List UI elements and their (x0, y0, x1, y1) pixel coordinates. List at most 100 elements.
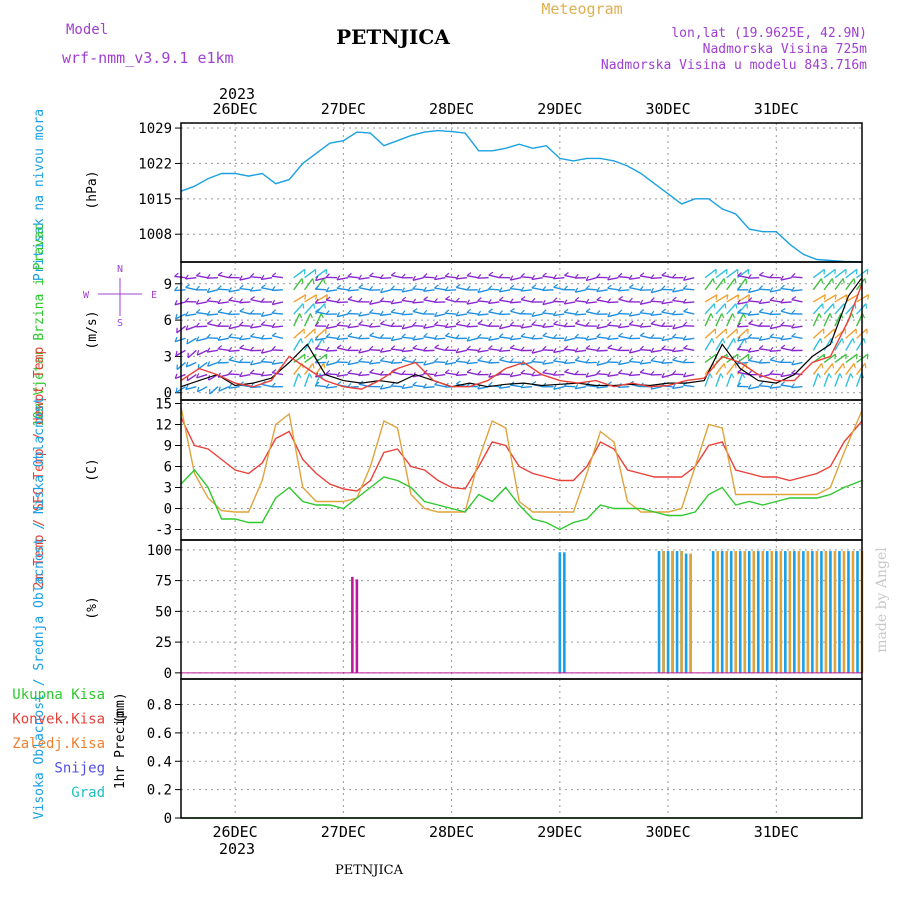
precip-panel: Ukupna Kisa Konvek.Kisa Zaledj.Kisa Snijeg G… (12, 678, 863, 827)
wind-barb (196, 349, 208, 356)
wind-barb-flag (196, 373, 200, 379)
wind-barb (477, 289, 489, 294)
wind-barb (261, 373, 273, 377)
wind-barb-flag (368, 359, 373, 365)
wind-barb (607, 324, 619, 327)
wind-barb-flag (412, 358, 417, 363)
wind-barb (661, 348, 673, 352)
wind-barb-flag (314, 298, 319, 304)
coords-text: lon,lat (19.9625E, 42.9N) (671, 26, 867, 41)
wind-barb-flag (769, 296, 775, 301)
wind-barb-flag (314, 344, 320, 350)
wind-barb-flag (488, 345, 493, 350)
wind-barb-flag (780, 344, 786, 349)
wind-barb-flag (748, 320, 753, 325)
wind-barb (499, 349, 511, 353)
wind-barb (390, 348, 403, 352)
top-day-label: 29DEC (537, 100, 582, 118)
dewpt-line (180, 468, 863, 531)
wind-barb-flag (509, 335, 514, 340)
wind-barb-flag (618, 296, 624, 300)
wind-barb (639, 312, 652, 315)
wind-barb-flag (574, 384, 579, 389)
wind-barb-flag (174, 336, 178, 342)
mid_cloud-bar (680, 551, 683, 673)
wind-barb-flag (682, 298, 687, 304)
wind-barb-flag (628, 320, 634, 325)
wind-barb (769, 373, 781, 376)
wind-barb-flag (585, 358, 590, 364)
wind-barb (196, 337, 208, 342)
wind-barb-flag (487, 322, 493, 327)
wind-barb-flag (672, 383, 676, 389)
bottom-day-label: 27DEC (321, 823, 366, 841)
wind-barb-flag (650, 310, 655, 316)
footer-station: PETNJICA (335, 863, 404, 878)
wind-barb-flag (369, 332, 375, 337)
wind-barb-flag (315, 275, 319, 281)
mid_cloud-bar (689, 553, 692, 673)
high_cloud-bar (684, 553, 688, 673)
wind-barb-flag (672, 333, 677, 338)
wind-barb (607, 337, 619, 341)
wind-barb-flag (260, 274, 265, 280)
wind-barb-flag (239, 358, 244, 363)
mid_cloud-bar (761, 551, 765, 673)
wind-barb-flag (585, 372, 590, 378)
wind-barb (466, 325, 478, 328)
wind-barb-flag (433, 298, 438, 303)
y-tick-label: 12 (155, 418, 172, 434)
wind-barb-flag (498, 273, 504, 278)
wind-barb-flag (455, 357, 461, 362)
wind-barb (845, 338, 854, 351)
wind-barb-flag (618, 332, 623, 337)
wind-barb (455, 277, 468, 280)
wind-barb-flag (477, 287, 481, 293)
wind-barb (174, 275, 186, 279)
pressure-unit: (hPa) (85, 170, 100, 209)
wind-barb-flag (531, 284, 537, 289)
wind-barb (293, 338, 302, 351)
wind-barb (531, 337, 543, 340)
wind-barb (531, 313, 543, 317)
wind-barb (185, 313, 197, 317)
wind-barb (466, 371, 478, 376)
high_cloud-bar (811, 551, 814, 673)
pressure-panel: Pritisak na nivou mora (hPa) 1008 1015 102… (32, 109, 863, 281)
wind-barb-flag (477, 347, 481, 353)
wind-barb-flag (477, 297, 482, 302)
wind-barb-flag (323, 363, 326, 369)
high_cloud-bar (775, 551, 778, 673)
wind-barb (650, 349, 662, 353)
wind-barb-flag (434, 311, 438, 317)
wind-barb-flag (312, 363, 315, 369)
wind-barb (726, 362, 736, 376)
wind-barb (315, 277, 327, 282)
wind-barb (715, 362, 725, 376)
wind-barb-flag (520, 383, 525, 388)
wind-barb (553, 360, 565, 364)
wind-barb (217, 311, 229, 315)
year-top: 2023 (219, 85, 255, 103)
wind-barb-flag (390, 345, 396, 350)
wind-barb-flag (174, 373, 178, 379)
wind-barb-flag (531, 348, 535, 354)
wind-barb (845, 294, 859, 303)
bottom-day-label: 31DEC (754, 823, 799, 841)
mid_cloud-bar (824, 551, 828, 673)
wind-barb (650, 277, 662, 280)
wind-barb (412, 310, 424, 315)
wind-barb-flag (509, 321, 515, 326)
wind-barb-flag (195, 308, 201, 314)
high_cloud-bar (675, 551, 679, 673)
wind-barb (185, 325, 197, 331)
wind-barb (672, 349, 684, 353)
wind-barb-flag (498, 310, 503, 315)
wind-barb-flag (271, 345, 276, 351)
wind-barb (369, 312, 381, 315)
wind-barb (369, 275, 381, 279)
wind-barb (737, 275, 749, 279)
wind-barb (303, 313, 312, 327)
wind-barb (326, 336, 338, 339)
wind-barb (304, 278, 314, 291)
